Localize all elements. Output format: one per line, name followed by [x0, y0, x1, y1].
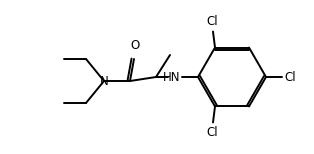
Text: O: O	[130, 39, 140, 52]
Text: N: N	[100, 75, 108, 87]
Text: Cl: Cl	[284, 71, 295, 83]
Text: Cl: Cl	[206, 126, 218, 139]
Text: HN: HN	[163, 71, 180, 83]
Text: Cl: Cl	[206, 15, 218, 28]
